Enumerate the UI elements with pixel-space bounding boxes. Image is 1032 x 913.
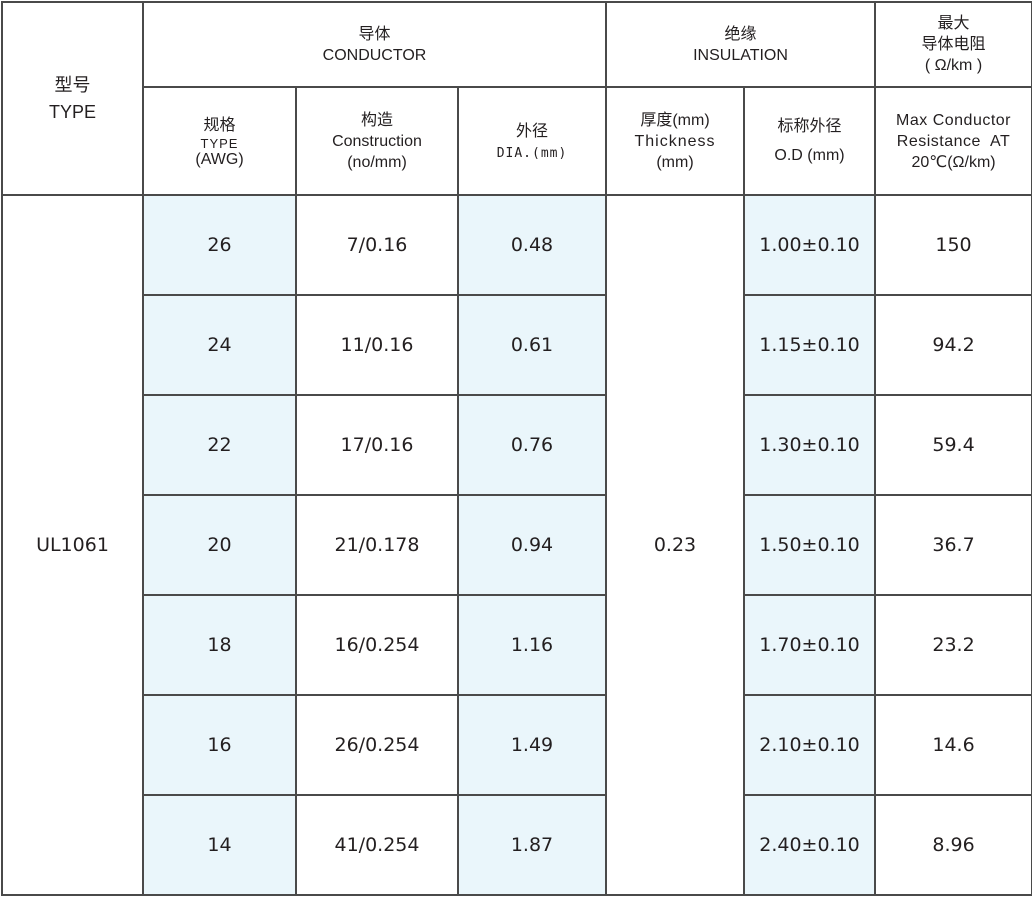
dia-cell: 0.48 — [457, 194, 607, 296]
dia-cell: 0.61 — [457, 294, 607, 396]
awg-cell: 18 — [142, 594, 297, 696]
awg-cell: 14 — [142, 794, 297, 896]
resistance-header-unit: ( Ω/km ) — [924, 57, 983, 74]
table-row: 16 26/0.254 1.49 2.10±0.10 14.6 — [2, 694, 1032, 796]
table-row: 18 16/0.254 1.16 1.70±0.10 23.2 — [2, 594, 1032, 696]
construction-cell: 16/0.254 — [295, 594, 459, 696]
conductor-header: 导体 CONDUCTOR — [142, 1, 607, 88]
od-cell: 1.30±0.10 — [742, 394, 877, 496]
awg-header: 规格 TYPE (AWG) — [142, 86, 297, 196]
awg-cell: 20 — [142, 494, 297, 596]
dia-cell: 1.16 — [457, 594, 607, 696]
construction-header-unit: (no/mm) — [347, 153, 407, 171]
conductor-header-cn: 导体 — [358, 25, 391, 43]
thickness-value-cell: 0.23 — [605, 194, 745, 896]
construction-cell: 7/0.16 — [295, 194, 459, 296]
insulation-header: 绝缘 INSULATION — [604, 1, 877, 88]
awg-header-en: TYPE — [200, 135, 239, 151]
ul1061-spec-table: 型号 TYPE 导体 CONDUCTOR 绝缘 INSULATION 最大 导体… — [1, 1, 1032, 896]
resistance-subheader-en-1: Max Conductor — [896, 111, 1012, 129]
type-header-en: TYPE — [48, 101, 96, 122]
dia-cell: 0.76 — [457, 394, 607, 496]
header-row: 型号 TYPE 导体 CONDUCTOR 绝缘 INSULATION 最大 导体… — [1, 1, 1032, 196]
od-cell: 1.70±0.10 — [742, 594, 877, 696]
od-cell: 1.50±0.10 — [742, 494, 877, 596]
table-row: 14 41/0.254 1.87 2.40±0.10 8.96 — [2, 794, 1032, 896]
subheader-row: 规格 TYPE (AWG) 构造 Construction (no/mm) 外径… — [2, 86, 1032, 196]
od-header: 标称外径 O.D (mm) — [742, 86, 877, 196]
resistance-cell: 8.96 — [874, 794, 1032, 896]
thickness-header: 厚度(mm) Thickness (mm) — [605, 86, 745, 196]
resistance-cell: 94.2 — [874, 294, 1032, 396]
resistance-cell: 36.7 — [874, 494, 1032, 596]
table-row: 24 11/0.16 0.61 1.15±0.10 94.2 — [2, 294, 1032, 396]
construction-header-en: Construction — [332, 132, 422, 150]
construction-cell: 11/0.16 — [295, 294, 459, 396]
od-cell: 2.40±0.10 — [742, 794, 877, 896]
table-row: 20 21/0.178 0.94 1.50±0.10 36.7 — [2, 494, 1032, 596]
resistance-cell: 23.2 — [874, 594, 1032, 696]
construction-cell: 21/0.178 — [295, 494, 459, 596]
dia-header: 外径 DIA.(mm) — [457, 86, 607, 196]
dia-cell: 1.87 — [457, 794, 607, 896]
awg-header-unit: (AWG) — [195, 150, 244, 168]
table-row: UL1061 26 7/0.16 0.48 0.23 1.00±0.10 150 — [1, 194, 1032, 896]
construction-cell: 26/0.254 — [295, 694, 459, 796]
od-cell: 2.10±0.10 — [742, 694, 877, 796]
resistance-subheader: Max Conductor Resistance AT 20℃(Ω/km) — [874, 86, 1032, 196]
dia-cell: 0.94 — [457, 494, 607, 596]
resistance-cell: 150 — [874, 194, 1032, 296]
resistance-cell: 14.6 — [874, 694, 1032, 796]
awg-cell: 22 — [142, 394, 297, 496]
thickness-header-cn: 厚度(mm) — [640, 111, 710, 129]
awg-header-cn: 规格 — [203, 116, 236, 134]
type-header-cn: 型号 — [54, 74, 91, 95]
insulation-header-en: INSULATION — [693, 46, 788, 64]
type-value-cell: UL1061 — [1, 194, 144, 896]
thickness-header-en: Thickness — [634, 132, 716, 150]
type-header: 型号 TYPE — [1, 1, 144, 196]
insulation-header-cn: 绝缘 — [724, 25, 757, 43]
awg-cell: 16 — [142, 694, 297, 796]
conductor-header-en: CONDUCTOR — [322, 46, 427, 64]
resistance-subheader-en-3: 20℃(Ω/km) — [911, 153, 996, 171]
od-cell: 1.15±0.10 — [742, 294, 877, 396]
construction-cell: 17/0.16 — [295, 394, 459, 496]
resistance-subheader-en-2: Resistance AT — [896, 132, 1011, 150]
resistance-header-cn-2: 导体电阻 — [921, 36, 986, 53]
dia-header-cn: 外径 — [515, 123, 548, 140]
construction-header: 构造 Construction (no/mm) — [295, 86, 459, 196]
resistance-header: 最大 导体电阻 ( Ω/km ) — [874, 1, 1032, 88]
dia-header-en: DIA.(mm) — [496, 146, 568, 161]
construction-cell: 41/0.254 — [295, 794, 459, 896]
resistance-header-cn-1: 最大 — [937, 15, 970, 32]
od-header-cn: 标称外径 — [777, 118, 842, 135]
table-row: 22 17/0.16 0.76 1.30±0.10 59.4 — [2, 394, 1032, 496]
od-header-en: O.D (mm) — [774, 147, 845, 164]
awg-cell: 24 — [142, 294, 297, 396]
thickness-header-unit: (mm) — [656, 153, 694, 171]
construction-header-cn: 构造 — [360, 111, 393, 129]
od-cell: 1.00±0.10 — [742, 194, 877, 296]
awg-cell: 26 — [142, 194, 297, 296]
resistance-cell: 59.4 — [874, 394, 1032, 496]
dia-cell: 1.49 — [457, 694, 607, 796]
